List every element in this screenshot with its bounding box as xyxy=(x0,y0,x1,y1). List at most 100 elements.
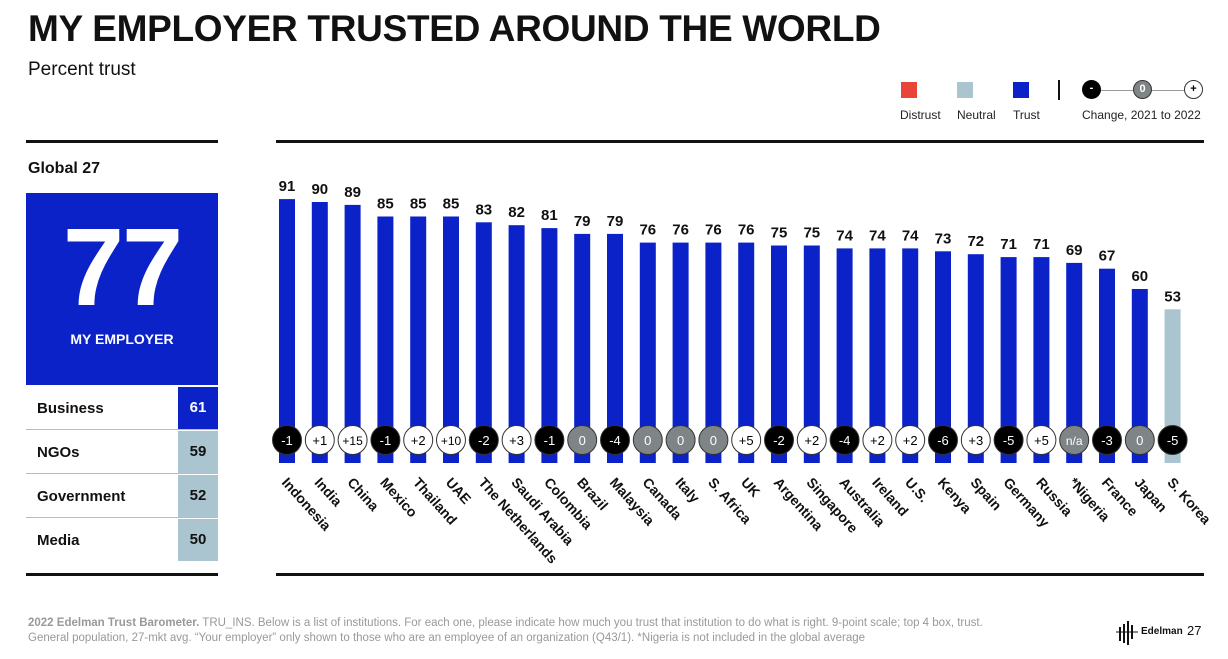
value-label-16: 75 xyxy=(803,225,820,242)
value-label-8: 81 xyxy=(541,207,558,224)
change-badge-11 xyxy=(632,425,663,455)
change-badge-22 xyxy=(993,425,1024,455)
change-label-20: -6 xyxy=(937,433,949,448)
value-label-24: 69 xyxy=(1066,242,1083,259)
change-label-12: 0 xyxy=(677,433,684,448)
chart-bottom-rule xyxy=(276,573,1204,576)
bar-25 xyxy=(1099,268,1115,463)
change-label-4: +2 xyxy=(411,433,426,448)
bar-1 xyxy=(311,202,328,463)
page-subtitle: Percent trust xyxy=(28,59,136,80)
change-label-17: -4 xyxy=(839,433,851,448)
category-label-27: S. Korea xyxy=(1164,474,1214,527)
value-label-9: 79 xyxy=(574,213,591,230)
change-badge-25 xyxy=(1092,425,1122,455)
institution-name: Media xyxy=(37,532,80,549)
global-employer-label: MY EMPLOYER xyxy=(70,331,174,347)
global-label: Global 27 xyxy=(28,160,101,177)
change-label-7: +3 xyxy=(509,433,524,448)
change-label-5: +10 xyxy=(441,434,462,448)
change-label-19: +2 xyxy=(903,433,918,448)
bar-8 xyxy=(541,228,558,463)
footer-source: 2022 Edelman Trust Barometer. TRU_INS. B… xyxy=(28,616,1088,646)
value-label-4: 85 xyxy=(410,196,427,213)
bar-14 xyxy=(738,242,755,463)
value-label-20: 73 xyxy=(935,230,952,247)
institution-row-business: Business 61 xyxy=(26,387,218,430)
change-badge-21 xyxy=(960,425,991,455)
bar-23 xyxy=(1033,257,1050,463)
edelman-logo-icon xyxy=(1116,621,1138,645)
global-employer-value: 77 xyxy=(62,206,183,329)
change-badge-10 xyxy=(600,425,630,455)
chart-legend: Distrust Neutral Trust - 0 + Change, 202… xyxy=(895,78,1215,128)
bar-24 xyxy=(1066,262,1083,463)
value-label-10: 79 xyxy=(607,213,624,230)
brand-name: Edelman xyxy=(1141,626,1183,637)
value-label-15: 75 xyxy=(771,225,788,242)
change-label-22: -5 xyxy=(1003,433,1015,448)
institution-value: 59 xyxy=(178,431,218,473)
change-label-27: -5 xyxy=(1167,433,1179,448)
change-badge-12 xyxy=(665,425,696,455)
legend-label-distrust: Distrust xyxy=(900,108,941,122)
change-label-18: +2 xyxy=(870,433,885,448)
change-badge-13 xyxy=(698,425,729,455)
change-label-26: 0 xyxy=(1136,433,1143,448)
bar-12 xyxy=(672,242,689,463)
legend-swatch-neutral xyxy=(957,82,973,98)
category-label-14: UK xyxy=(738,474,763,500)
bar-17 xyxy=(836,248,853,463)
bar-27 xyxy=(1164,309,1181,463)
value-label-14: 76 xyxy=(738,222,755,239)
institution-value: 61 xyxy=(178,387,218,429)
institution-row-ngos: NGOs 59 xyxy=(26,431,218,474)
change-badge-20 xyxy=(928,425,958,455)
footer-source-bold: 2022 Edelman Trust Barometer. xyxy=(28,617,200,629)
bar-19 xyxy=(902,248,919,463)
chart-top-rule xyxy=(276,140,1204,143)
change-label-21: +3 xyxy=(968,433,983,448)
bar-2 xyxy=(344,204,361,463)
change-label-3: -1 xyxy=(380,433,392,448)
bar-22 xyxy=(1000,257,1017,463)
value-label-18: 74 xyxy=(869,227,886,244)
footer-source-line2: General population, 27-mkt avg. “Your em… xyxy=(28,632,866,644)
change-badge-5 xyxy=(436,425,466,455)
change-label-10: -4 xyxy=(609,433,621,448)
value-label-19: 74 xyxy=(902,227,919,244)
value-label-7: 82 xyxy=(508,204,525,221)
change-label-14: +5 xyxy=(739,433,754,448)
legend-swatch-distrust xyxy=(901,82,917,98)
category-label-2: China xyxy=(344,474,382,514)
change-badge-6 xyxy=(468,425,499,455)
change-badge-17 xyxy=(829,425,860,455)
change-badge-8 xyxy=(534,425,565,455)
bar-15 xyxy=(771,245,787,463)
value-label-11: 76 xyxy=(639,222,656,239)
value-label-0: 91 xyxy=(279,178,296,195)
institution-name: NGOs xyxy=(37,444,80,461)
bar-26 xyxy=(1131,289,1148,463)
bar-7 xyxy=(508,225,525,463)
change-label-25: -3 xyxy=(1101,433,1113,448)
value-label-6: 83 xyxy=(475,201,492,218)
value-label-17: 74 xyxy=(836,227,853,244)
change-badge-26 xyxy=(1124,425,1155,455)
change-badge-7 xyxy=(501,425,532,455)
bar-11 xyxy=(639,242,656,463)
change-badge-16 xyxy=(796,425,827,455)
brand-mark: Edelman 27 xyxy=(1116,617,1226,645)
value-label-27: 53 xyxy=(1164,288,1181,305)
category-label-19: U.S. xyxy=(902,474,932,505)
bar-16 xyxy=(803,245,820,463)
value-label-13: 76 xyxy=(705,222,722,239)
value-label-23: 71 xyxy=(1033,236,1050,253)
value-label-12: 76 xyxy=(672,222,689,239)
change-badge-27 xyxy=(1157,425,1188,455)
bar-0 xyxy=(279,199,295,463)
page-number: 27 xyxy=(1187,623,1202,638)
change-badge-4 xyxy=(403,425,434,455)
bar-18 xyxy=(869,248,886,463)
value-label-3: 85 xyxy=(377,196,394,213)
